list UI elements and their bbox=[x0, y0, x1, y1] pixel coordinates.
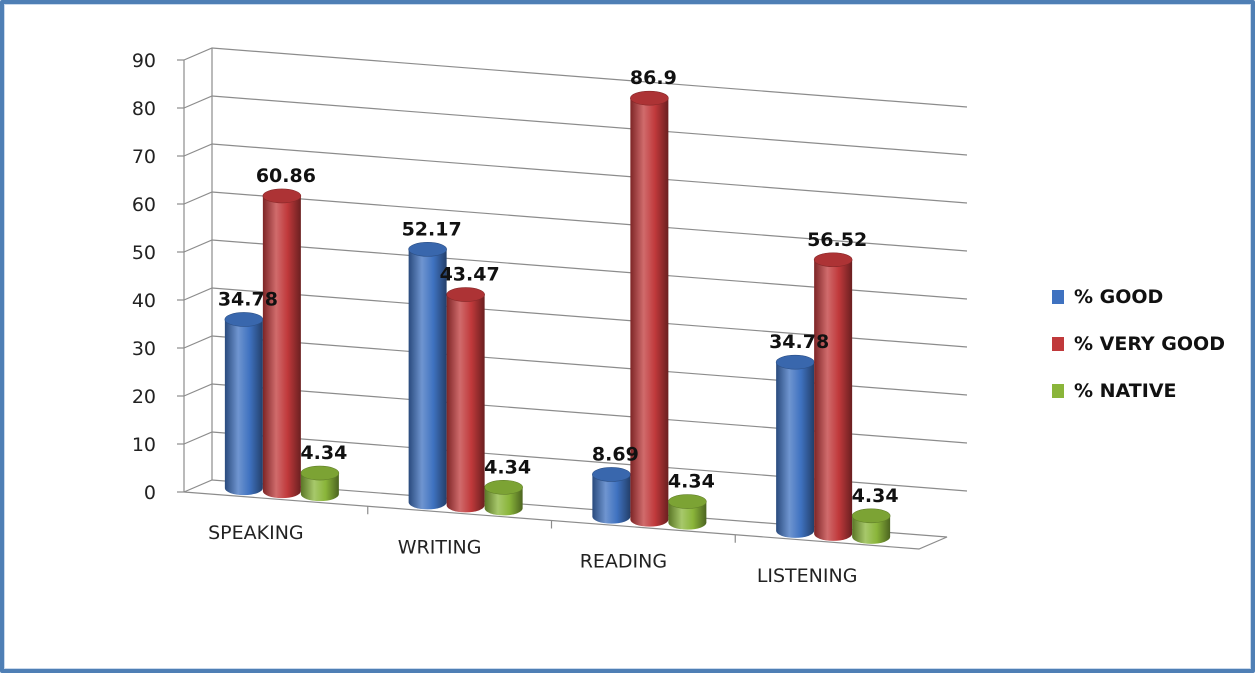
y-tick-label: 20 bbox=[132, 386, 156, 408]
gridline bbox=[183, 143, 968, 204]
y-tick-label: 30 bbox=[132, 338, 156, 360]
bar-body bbox=[776, 362, 815, 538]
bar-top bbox=[446, 287, 485, 302]
legend-swatch-very-good bbox=[1052, 337, 1064, 351]
bar-body bbox=[592, 474, 631, 524]
data-label-good-listening: 34.78 bbox=[769, 331, 829, 353]
bar-body bbox=[852, 515, 891, 544]
bar-native-speaking bbox=[300, 465, 340, 502]
bar-good-writing bbox=[408, 242, 447, 510]
bar-body bbox=[630, 98, 669, 527]
category-label-listening: LISTENING bbox=[757, 565, 858, 587]
bar-body bbox=[224, 319, 263, 496]
gridline bbox=[183, 47, 968, 108]
bar-top bbox=[262, 188, 302, 204]
y-tick-label: 90 bbox=[132, 50, 156, 72]
data-label-native-listening: 4.34 bbox=[852, 485, 899, 507]
legend-label-very-good: % VERY GOOD bbox=[1074, 333, 1225, 355]
gridline bbox=[183, 431, 968, 492]
gridline bbox=[183, 191, 968, 252]
data-label-native-writing: 4.34 bbox=[484, 456, 531, 478]
chart-walls bbox=[183, 48, 948, 550]
gridline bbox=[183, 335, 968, 396]
y-axis: 0 10 20 30 40 50 60 70 80 90 bbox=[132, 50, 185, 504]
bar-native-writing bbox=[484, 480, 523, 516]
y-tick-label: 0 bbox=[144, 482, 156, 504]
bar-top bbox=[224, 312, 264, 327]
bar-body bbox=[484, 487, 523, 516]
y-tick-label: 70 bbox=[132, 146, 156, 168]
y-tick-label: 50 bbox=[132, 242, 156, 264]
bar-top bbox=[813, 252, 853, 268]
legend-label-native: % NATIVE bbox=[1074, 380, 1177, 402]
bar-chart: 0 10 20 30 40 50 60 70 80 90 SPEAKING WRITING READI… bbox=[132, 47, 1225, 587]
bar-very-good-speaking bbox=[262, 188, 302, 499]
gridline bbox=[183, 239, 968, 300]
bar-top bbox=[775, 354, 815, 370]
x-axis: SPEAKING WRITING READING LISTENING bbox=[208, 506, 857, 587]
bar-good-reading bbox=[592, 467, 631, 524]
bar-top bbox=[851, 508, 891, 524]
category-label-reading: READING bbox=[580, 551, 667, 573]
legend: % GOOD % VERY GOOD % NATIVE bbox=[1052, 286, 1225, 402]
y-tick-label: 10 bbox=[132, 434, 156, 456]
category-label-writing: WRITING bbox=[398, 536, 482, 558]
bar-good-listening bbox=[775, 354, 815, 538]
bar-body bbox=[262, 195, 301, 499]
bar-good-speaking bbox=[224, 312, 264, 496]
y-tick-label: 40 bbox=[132, 290, 156, 312]
data-label-good-writing: 52.17 bbox=[402, 218, 462, 240]
legend-swatch-good bbox=[1052, 290, 1064, 304]
bar-very-good-reading bbox=[630, 90, 669, 527]
bar-native-reading bbox=[668, 494, 707, 530]
bar-body bbox=[446, 294, 485, 513]
bars bbox=[224, 90, 891, 544]
data-label-very-good-writing: 43.47 bbox=[440, 264, 500, 286]
gridline bbox=[183, 383, 968, 444]
data-labels: 34.78 60.86 4.34 52.17 43.47 4.34 8.69 86.9 4.34… bbox=[218, 67, 899, 507]
data-label-native-reading: 4.34 bbox=[668, 471, 715, 493]
data-label-good-speaking: 34.78 bbox=[218, 288, 278, 310]
bar-top bbox=[630, 90, 669, 106]
gridlines bbox=[183, 47, 968, 492]
y-tick-label: 60 bbox=[132, 194, 156, 216]
floor-outline bbox=[183, 479, 948, 550]
category-label-speaking: SPEAKING bbox=[208, 522, 304, 544]
bar-top bbox=[668, 494, 707, 509]
data-label-very-good-speaking: 60.86 bbox=[256, 165, 316, 187]
bar-body bbox=[668, 501, 707, 530]
bar-top bbox=[592, 467, 631, 482]
data-label-very-good-reading: 86.9 bbox=[630, 67, 677, 89]
gridline bbox=[183, 287, 968, 348]
legend-label-good: % GOOD bbox=[1074, 286, 1163, 308]
bar-body bbox=[300, 473, 339, 502]
bar-top bbox=[484, 480, 523, 495]
y-tick-label: 80 bbox=[132, 98, 156, 120]
gridline bbox=[183, 95, 968, 156]
data-label-good-reading: 8.69 bbox=[592, 443, 639, 465]
data-label-very-good-listening: 56.52 bbox=[807, 229, 867, 251]
bar-very-good-writing bbox=[446, 287, 485, 513]
bar-very-good-listening bbox=[813, 252, 853, 541]
bar-top bbox=[408, 242, 447, 257]
bar-native-listening bbox=[851, 508, 891, 544]
bar-body bbox=[814, 259, 853, 541]
data-label-native-speaking: 4.34 bbox=[300, 442, 347, 464]
bar-body bbox=[408, 249, 447, 510]
legend-swatch-native bbox=[1052, 384, 1064, 398]
bar-top bbox=[300, 465, 340, 481]
